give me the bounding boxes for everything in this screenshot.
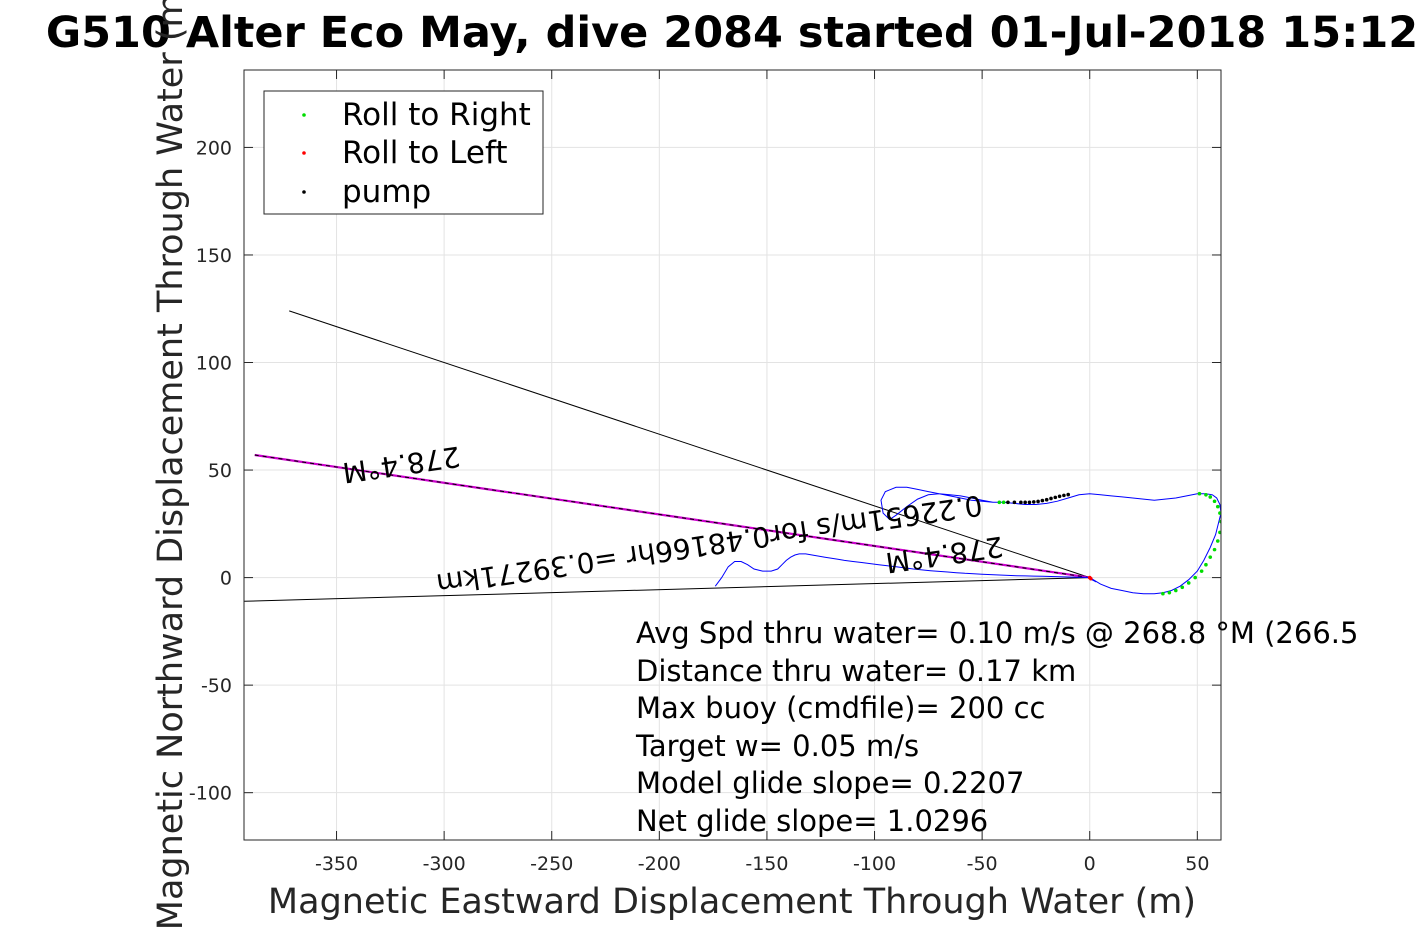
y-tick-label: 50 [208,460,232,482]
roll-right-point [1197,491,1202,496]
roll-right-point [1215,504,1220,509]
glider-track-west [714,553,1097,587]
pump-point [1019,500,1023,505]
roll-right-point [1204,492,1208,497]
x-tick-label: 50 [1185,853,1209,875]
x-tick-label: 0 [1084,853,1096,875]
stats-block: Avg Spd thru water= 0.10 m/s @ 268.8 °M … [635,616,1358,838]
pump-point [1006,500,1010,505]
roll-right-point [1161,591,1165,596]
y-axis-label: Magnetic Northward Displacement Through … [151,0,191,930]
y-tick-label: 100 [196,353,232,375]
glider-track-loop [880,486,1221,595]
roll-right-point [1193,575,1197,580]
roll-right-point [1215,539,1220,543]
stat-net-glide-slope: Net glide slope= 1.0296 [636,804,988,838]
y-tick-label: 0 [220,568,232,590]
legend-marker-pump [302,190,306,194]
roll-right-point [1001,500,1006,505]
stat-distance: Distance thru water= 0.17 km [636,654,1076,688]
x-tick-label: -50 [967,853,998,875]
stat-model-glide-slope: Model glide slope= 0.2207 [636,766,1024,800]
x-tick-label: -350 [315,853,358,875]
legend-label-roll-left: Roll to Left [342,135,508,171]
roll-right-point [1180,585,1185,590]
ticks: -350 -300 -250 -200 -150 -100 -50 0 50 200 150 100 5… [189,70,1221,875]
legend: Roll to Right Roll to Left pump [263,90,544,215]
pump-point [1012,500,1017,505]
roll-left-point [1089,576,1093,581]
pump-point [1057,494,1062,499]
roll-right-point [1186,581,1191,585]
y-tick-label: -100 [189,783,232,805]
y-tick-label: 200 [196,137,232,159]
chart-title: G510 Alter Eco May, dive 2084 started 01… [46,8,1417,58]
x-tick-label: -250 [530,853,573,875]
heading-line-0 [289,310,1090,579]
roll-right-point [1208,495,1213,499]
x-axis-label: Magnetic Eastward Displacement Through W… [268,882,1196,922]
pump-point [1053,495,1058,500]
stat-avg-speed: Avg Spd thru water= 0.10 m/s @ 268.8 °M … [636,616,1358,650]
legend-label-roll-right: Roll to Right [342,97,531,133]
y-tick-label: -50 [201,675,232,697]
heading-line-2 [254,453,1090,579]
roll-right-point [1204,562,1208,567]
pump-point [1066,492,1071,497]
roll-right-point [1212,499,1217,504]
roll-right-point [1218,511,1221,515]
stat-target-w: Target w= 0.05 m/s [635,729,919,763]
pump-point [1027,500,1032,505]
roll-right-point [997,500,1002,505]
stat-max-buoy: Max buoy (cmdfile)= 200 cc [636,691,1045,725]
pump-point [1049,496,1053,501]
heading-line-1 [244,577,1090,602]
pump-point [1062,493,1066,498]
x-tick-label: -100 [853,853,896,875]
pump-point [1036,499,1040,504]
x-tick-label: -200 [638,853,681,875]
roll-right-point [1199,569,1204,573]
roll-right-point [1218,530,1221,535]
pump-point [1031,500,1036,504]
roll-right-point [1212,547,1217,552]
pump-point [1044,497,1049,502]
pump-point [1023,500,1027,505]
pump-point [1040,498,1045,503]
roll-right-point [1167,590,1172,595]
legend-marker-roll-left [302,151,306,155]
x-tick-label: -150 [745,853,788,875]
legend-marker-roll-right [302,113,306,117]
roll-right-point [1174,588,1178,593]
legend-label-pump: pump [342,174,431,210]
plot-frame [243,69,1222,841]
legend-box [263,90,544,215]
grid [244,70,1221,840]
x-tick-label: -300 [423,853,466,875]
series-layer [244,310,1221,602]
y-tick-label: 150 [196,245,232,267]
roll-right-point [1208,555,1213,559]
